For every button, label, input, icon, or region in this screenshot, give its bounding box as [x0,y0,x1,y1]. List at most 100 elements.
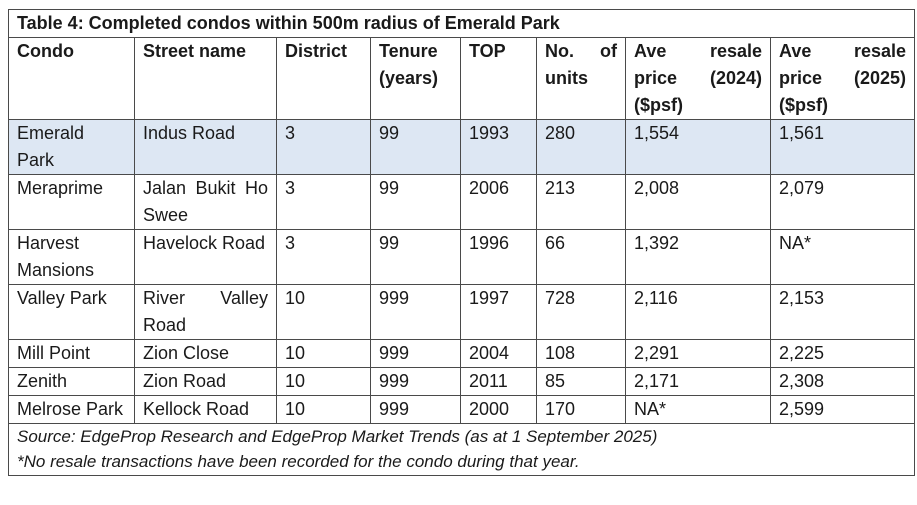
cell-top: 1997 [460,284,537,340]
cell-top: 2011 [460,367,537,396]
cell-district: 3 [276,229,371,285]
header-p24-line1: Ave resale [634,39,762,66]
cell-price-2025: 2,599 [769,395,916,424]
cell-condo: Meraprime [8,174,135,230]
title-row: Table 4: Completed condos within 500m ra… [7,9,916,38]
cell-condo: Valley Park [8,284,135,340]
header-units-word2: of [600,41,617,61]
cell-condo: Melrose Park [8,395,135,424]
cell-district: 10 [276,367,371,396]
table-row: Melrose Park Kellock Road 10 999 2000 17… [8,395,916,424]
cell-top: 2004 [460,339,537,368]
cell-units: 728 [536,284,626,340]
footnote-row: Source: EdgeProp Research and EdgeProp M… [7,423,916,476]
cell-price-2025: 2,308 [769,367,916,396]
cell-district: 10 [276,339,371,368]
header-p24-line2: price (2024) [634,65,762,92]
cell-tenure: 999 [370,367,461,396]
header-street: Street name [134,37,277,120]
cell-price-2024: 2,171 [625,367,771,396]
cell-units: 213 [536,174,626,230]
cell-price-2025: 1,561 [769,119,916,175]
header-units-line2: units [545,68,588,88]
header-top: TOP [460,37,537,120]
header-tenure-line1: Tenure [379,41,438,61]
cell-top: 1996 [460,229,537,285]
header-district: District [276,37,371,120]
cell-tenure: 999 [370,339,461,368]
condo-table: Table 4: Completed condos within 500m ra… [7,9,916,476]
header-row: Condo Street name District Tenure (years… [8,37,916,120]
header-p24-line3: ($psf) [634,95,683,115]
cell-price-2024: 2,116 [625,284,771,340]
cell-price-2024: 1,554 [625,119,771,175]
no-transactions-note: *No resale transactions have been record… [17,452,580,471]
table-row: Meraprime Jalan Bukit Ho Swee 3 99 2006 … [8,174,916,230]
table-row: Emerald Park Indus Road 3 99 1993 280 1,… [8,119,916,175]
cell-units: 280 [536,119,626,175]
header-p25-line2: price (2025) [779,65,906,92]
cell-condo: Zenith [8,367,135,396]
header-p25-word4: (2025) [854,68,907,88]
cell-street: Jalan Bukit Ho Swee [134,174,277,230]
cell-tenure: 99 [370,229,461,285]
cell-top: 1993 [460,119,537,175]
cell-condo: Harvest Mansions [8,229,135,285]
cell-price-2025: 2,079 [769,174,916,230]
cell-street: River Valley Road [134,284,277,340]
header-p24-word4: (2024) [709,68,762,88]
header-p25-line1: Ave resale [779,39,907,66]
cell-top: 2006 [460,174,537,230]
cell-units: 108 [536,339,626,368]
cell-price-2024: 2,008 [625,174,771,230]
cell-street: Kellock Road [134,395,277,424]
cell-tenure: 99 [370,119,461,175]
header-price-2025: Ave resale price (2025) ($psf) [769,37,916,120]
cell-tenure: 99 [370,174,461,230]
condo-table-container: Table 4: Completed condos within 500m ra… [7,9,916,476]
cell-district: 3 [276,174,371,230]
table-row: Valley Park River Valley Road 10 999 199… [8,284,916,340]
header-units-word1: No. [545,41,574,61]
header-p24-word2: resale [709,41,762,61]
header-tenure-line2: (years) [379,68,439,88]
header-p25-word3: price [779,68,823,88]
header-price-2024: Ave resale price (2024) ($psf) [625,37,771,120]
source-note: Source: EdgeProp Research and EdgeProp M… [17,427,658,446]
cell-street: Indus Road [134,119,277,175]
cell-street: Zion Road [134,367,277,396]
cell-district: 10 [276,395,371,424]
header-p24-word1: Ave [634,41,667,61]
table-row: Mill Point Zion Close 10 999 2004 108 2,… [8,339,916,368]
cell-units: 66 [536,229,626,285]
header-units: No. of units [536,37,626,120]
header-p25-line3: ($psf) [779,95,828,115]
cell-district: 10 [276,284,371,340]
cell-tenure: 999 [370,284,461,340]
cell-units: 85 [536,367,626,396]
cell-price-2024: NA* [625,395,771,424]
header-p24-word3: price [634,68,678,88]
table-title: Table 4: Completed condos within 500m ra… [7,9,916,38]
cell-top: 2000 [460,395,537,424]
table-row: Harvest Mansions Havelock Road 3 99 1996… [8,229,916,285]
cell-price-2025: 2,225 [769,339,916,368]
cell-price-2025: NA* [769,229,916,285]
footnote-cell: Source: EdgeProp Research and EdgeProp M… [7,423,916,476]
header-tenure: Tenure (years) [370,37,461,120]
header-units-line1: No. of [545,39,617,66]
cell-tenure: 999 [370,395,461,424]
header-p25-word1: Ave [779,41,812,61]
cell-price-2024: 1,392 [625,229,771,285]
cell-district: 3 [276,119,371,175]
cell-price-2024: 2,291 [625,339,771,368]
header-condo: Condo [8,37,135,120]
cell-condo: Emerald Park [8,119,135,175]
cell-street: Zion Close [134,339,277,368]
cell-price-2025: 2,153 [769,284,916,340]
table-row: Zenith Zion Road 10 999 2011 85 2,171 2,… [8,367,916,396]
cell-units: 170 [536,395,626,424]
header-p25-word2: resale [853,41,907,61]
cell-street: Havelock Road [134,229,277,285]
cell-condo: Mill Point [8,339,135,368]
